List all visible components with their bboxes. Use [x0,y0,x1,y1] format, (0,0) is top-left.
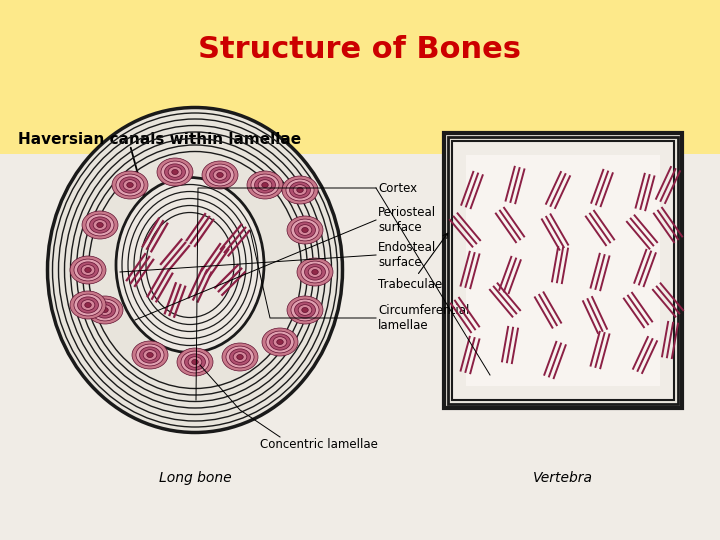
Ellipse shape [222,343,258,371]
Ellipse shape [286,179,314,201]
Ellipse shape [298,225,312,235]
Ellipse shape [147,353,153,357]
Ellipse shape [269,334,290,350]
Ellipse shape [136,344,164,366]
Ellipse shape [112,171,148,199]
Ellipse shape [81,265,95,275]
Ellipse shape [116,178,264,353]
Ellipse shape [102,307,108,313]
Ellipse shape [302,307,308,313]
Bar [0,0,720,154]
Ellipse shape [184,354,205,370]
Ellipse shape [143,350,157,360]
Ellipse shape [91,299,119,321]
Ellipse shape [82,211,118,239]
Ellipse shape [192,360,198,365]
Ellipse shape [213,170,227,180]
Ellipse shape [308,267,322,278]
Text: Structure of Bones: Structure of Bones [199,36,521,64]
Ellipse shape [188,357,202,367]
Ellipse shape [48,107,343,433]
Text: Concentric lamellae: Concentric lamellae [260,438,378,451]
Ellipse shape [116,174,144,196]
Ellipse shape [294,302,315,318]
Ellipse shape [96,222,103,227]
Ellipse shape [273,336,287,347]
Ellipse shape [70,256,106,284]
Ellipse shape [78,297,99,313]
Ellipse shape [312,269,318,274]
Bar [0,154,720,540]
Ellipse shape [74,259,102,281]
Ellipse shape [282,176,318,204]
Ellipse shape [302,227,308,233]
Ellipse shape [266,331,294,353]
Bar [444,132,682,408]
Text: Cortex: Cortex [378,181,417,194]
Ellipse shape [210,167,230,183]
Ellipse shape [74,294,102,316]
Ellipse shape [276,340,283,345]
Ellipse shape [291,219,319,241]
Text: Long bone: Long bone [158,471,231,485]
Ellipse shape [172,170,179,174]
Ellipse shape [120,177,140,193]
Ellipse shape [123,180,137,190]
Ellipse shape [226,346,254,368]
Ellipse shape [140,347,161,363]
Ellipse shape [93,220,107,231]
Ellipse shape [262,183,269,187]
Ellipse shape [87,296,123,324]
Ellipse shape [127,183,133,187]
Text: Vertebra: Vertebra [533,471,593,485]
Ellipse shape [291,299,319,321]
Ellipse shape [237,354,243,360]
Ellipse shape [98,305,112,315]
Ellipse shape [298,305,312,315]
Ellipse shape [177,348,213,376]
Text: Endosteal
surface: Endosteal surface [378,241,436,269]
Ellipse shape [255,177,276,193]
Ellipse shape [181,351,209,373]
Ellipse shape [233,352,247,362]
Ellipse shape [289,182,310,198]
Text: Haversian canals within lamellae: Haversian canals within lamellae [18,132,301,147]
Bar [448,137,678,403]
Ellipse shape [293,185,307,195]
Ellipse shape [297,187,303,193]
Ellipse shape [78,262,99,278]
Ellipse shape [85,267,91,273]
Ellipse shape [262,328,298,356]
Bar [466,154,660,386]
Ellipse shape [305,264,325,280]
Ellipse shape [301,261,329,283]
Ellipse shape [157,158,193,186]
Ellipse shape [86,214,114,236]
Ellipse shape [247,171,283,199]
Text: Trabeculae: Trabeculae [378,233,448,292]
Ellipse shape [230,349,251,365]
Ellipse shape [287,216,323,244]
Ellipse shape [165,164,186,180]
Text: Periosteal
surface: Periosteal surface [378,206,436,234]
Ellipse shape [206,164,234,186]
Ellipse shape [89,217,110,233]
Ellipse shape [85,302,91,307]
Ellipse shape [132,341,168,369]
Ellipse shape [81,300,95,310]
Ellipse shape [217,172,223,178]
Ellipse shape [251,174,279,196]
Ellipse shape [161,161,189,183]
Ellipse shape [294,222,315,238]
Ellipse shape [258,180,272,190]
Ellipse shape [287,296,323,324]
Ellipse shape [168,167,182,177]
Ellipse shape [94,302,115,318]
Text: Circumferential
lamellae: Circumferential lamellae [378,304,469,332]
Ellipse shape [202,161,238,189]
Ellipse shape [70,291,106,319]
Ellipse shape [297,258,333,286]
Bar [452,140,674,400]
